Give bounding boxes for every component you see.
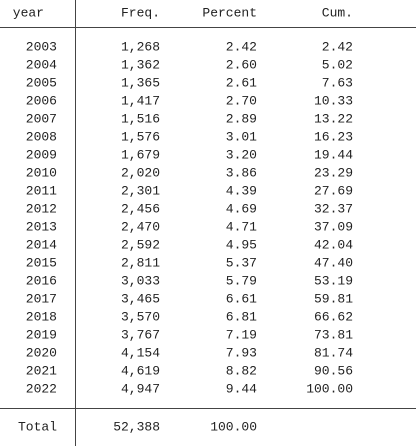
cell: 6.61 bbox=[226, 291, 257, 306]
cell: 32.37 bbox=[314, 201, 353, 216]
cell: 42.04 bbox=[314, 237, 353, 252]
cell: 4.71 bbox=[226, 219, 257, 234]
row-label: 2007 bbox=[26, 111, 57, 126]
cell: 2.89 bbox=[226, 111, 257, 126]
cell: 3,570 bbox=[121, 309, 160, 324]
row-label: 2009 bbox=[26, 147, 57, 162]
cell: 16.23 bbox=[314, 129, 353, 144]
cell: 3,465 bbox=[121, 291, 160, 306]
row-label: 2019 bbox=[26, 327, 57, 342]
cell: 5.79 bbox=[226, 273, 257, 288]
cell: 2,456 bbox=[121, 201, 160, 216]
cell: 2.42 bbox=[226, 39, 257, 54]
row-label: 2017 bbox=[26, 291, 57, 306]
cell: 3.86 bbox=[226, 165, 257, 180]
cell: 10.33 bbox=[314, 93, 353, 108]
row-label: 2013 bbox=[26, 219, 57, 234]
cell: 2.42 bbox=[322, 39, 353, 54]
cell: 47.40 bbox=[314, 255, 353, 270]
cell: 2.60 bbox=[226, 57, 257, 72]
row-label: 2010 bbox=[26, 165, 57, 180]
row-label: 2014 bbox=[26, 237, 57, 252]
row-label: 2005 bbox=[26, 75, 57, 90]
cell: 2,811 bbox=[121, 255, 160, 270]
cell: 3.20 bbox=[226, 147, 257, 162]
cell: 2,470 bbox=[121, 219, 160, 234]
cell: 1,268 bbox=[121, 39, 160, 54]
cell: 66.62 bbox=[314, 309, 353, 324]
cell: 5.02 bbox=[322, 57, 353, 72]
cell: 1,516 bbox=[121, 111, 160, 126]
cell: 6.81 bbox=[226, 309, 257, 324]
row-label: 2006 bbox=[26, 93, 57, 108]
cell: 19.44 bbox=[314, 147, 353, 162]
cell: 9.44 bbox=[226, 381, 257, 396]
cell: 2.70 bbox=[226, 93, 257, 108]
cell: 7.19 bbox=[226, 327, 257, 342]
cell: 3.01 bbox=[226, 129, 257, 144]
cell: 53.19 bbox=[314, 273, 353, 288]
cell: 81.74 bbox=[314, 345, 353, 360]
total-cell: 100.00 bbox=[210, 419, 257, 434]
cell: 1,679 bbox=[121, 147, 160, 162]
cell: 5.37 bbox=[226, 255, 257, 270]
cell: 2,592 bbox=[121, 237, 160, 252]
total-label: Total bbox=[18, 419, 57, 434]
cell: 27.69 bbox=[314, 183, 353, 198]
row-label: 2016 bbox=[26, 273, 57, 288]
row-label: 2003 bbox=[26, 39, 57, 54]
cell: 73.81 bbox=[314, 327, 353, 342]
cell: 23.29 bbox=[314, 165, 353, 180]
cell: 4,947 bbox=[121, 381, 160, 396]
cell: 1,362 bbox=[121, 57, 160, 72]
column-header: year bbox=[13, 5, 44, 20]
cell: 2.61 bbox=[226, 75, 257, 90]
row-label: 2018 bbox=[26, 309, 57, 324]
cell: 3,033 bbox=[121, 273, 160, 288]
cell: 8.82 bbox=[226, 363, 257, 378]
row-label: 2004 bbox=[26, 57, 57, 72]
column-header: Percent bbox=[202, 5, 257, 20]
cell: 37.09 bbox=[314, 219, 353, 234]
cell: 4.95 bbox=[226, 237, 257, 252]
cell: 4.39 bbox=[226, 183, 257, 198]
cell: 1,365 bbox=[121, 75, 160, 90]
column-header: Freq. bbox=[121, 5, 160, 20]
row-label: 2021 bbox=[26, 363, 57, 378]
cell: 59.81 bbox=[314, 291, 353, 306]
total-cell: 52,388 bbox=[113, 419, 160, 434]
cell: 4.69 bbox=[226, 201, 257, 216]
cell: 2,020 bbox=[121, 165, 160, 180]
row-label: 2022 bbox=[26, 381, 57, 396]
column-header: Cum. bbox=[322, 5, 353, 20]
row-label: 2008 bbox=[26, 129, 57, 144]
cell: 13.22 bbox=[314, 111, 353, 126]
cell: 2,301 bbox=[121, 183, 160, 198]
cell: 7.93 bbox=[226, 345, 257, 360]
cell: 90.56 bbox=[314, 363, 353, 378]
row-label: 2020 bbox=[26, 345, 57, 360]
cell: 3,767 bbox=[121, 327, 160, 342]
row-label: 2012 bbox=[26, 201, 57, 216]
row-label: 2015 bbox=[26, 255, 57, 270]
cell: 4,154 bbox=[121, 345, 160, 360]
cell: 1,576 bbox=[121, 129, 160, 144]
cell: 7.63 bbox=[322, 75, 353, 90]
cell: 100.00 bbox=[306, 381, 353, 396]
row-label: 2011 bbox=[26, 183, 57, 198]
cell: 4,619 bbox=[121, 363, 160, 378]
cell: 1,417 bbox=[121, 93, 160, 108]
